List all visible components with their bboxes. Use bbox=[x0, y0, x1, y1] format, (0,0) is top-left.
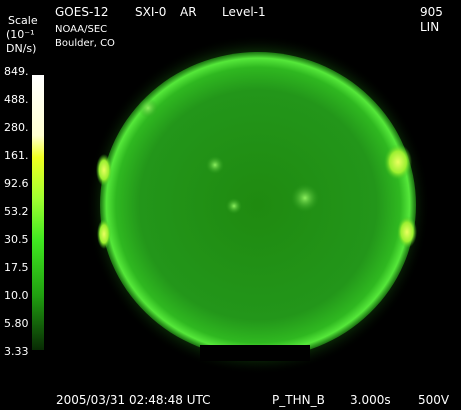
mode: AR bbox=[180, 5, 197, 19]
location: Boulder, CO bbox=[55, 38, 115, 49]
scale-label: 3.33 bbox=[4, 345, 29, 358]
scale-unit: DN/s) bbox=[6, 42, 36, 55]
timestamp: 2005/03/31 02:48:48 UTC bbox=[56, 393, 210, 407]
bright-point bbox=[138, 98, 158, 118]
satellite: GOES-12 bbox=[55, 5, 109, 19]
scale-label: 92.6 bbox=[4, 177, 29, 190]
active-region bbox=[384, 144, 412, 180]
scale-label: 161. bbox=[4, 149, 29, 162]
scale-label: 10.0 bbox=[4, 289, 29, 302]
scaling: LIN bbox=[420, 20, 439, 34]
solar-disk bbox=[100, 52, 416, 358]
sun bbox=[86, 35, 430, 375]
bright-point bbox=[206, 156, 224, 174]
active-region bbox=[97, 219, 111, 249]
bright-point bbox=[291, 184, 319, 212]
scale-label: 53.2 bbox=[4, 205, 29, 218]
agency: NOAA/SEC bbox=[55, 24, 107, 35]
scale-label: 488. bbox=[4, 93, 29, 106]
scale-title: Scale bbox=[8, 14, 38, 27]
scale-label: 17.5 bbox=[4, 261, 29, 274]
scale-label: 849. bbox=[4, 65, 29, 78]
active-region bbox=[96, 154, 112, 186]
bright-point bbox=[226, 198, 242, 214]
instrument: SXI-0 bbox=[135, 5, 166, 19]
voltage: 500V bbox=[418, 393, 450, 407]
data-gap bbox=[200, 345, 310, 361]
active-region bbox=[397, 216, 417, 248]
exposure: 3.000s bbox=[350, 393, 391, 407]
scale-unit: (10⁻¹ bbox=[6, 28, 35, 41]
scale-label: 30.5 bbox=[4, 233, 29, 246]
scale-label: 280. bbox=[4, 121, 29, 134]
level: Level-1 bbox=[222, 5, 266, 19]
frame: 905 bbox=[420, 5, 443, 19]
color-bar bbox=[32, 75, 44, 350]
scale-label: 5.80 bbox=[4, 317, 29, 330]
filter: P_THN_B bbox=[272, 393, 325, 407]
